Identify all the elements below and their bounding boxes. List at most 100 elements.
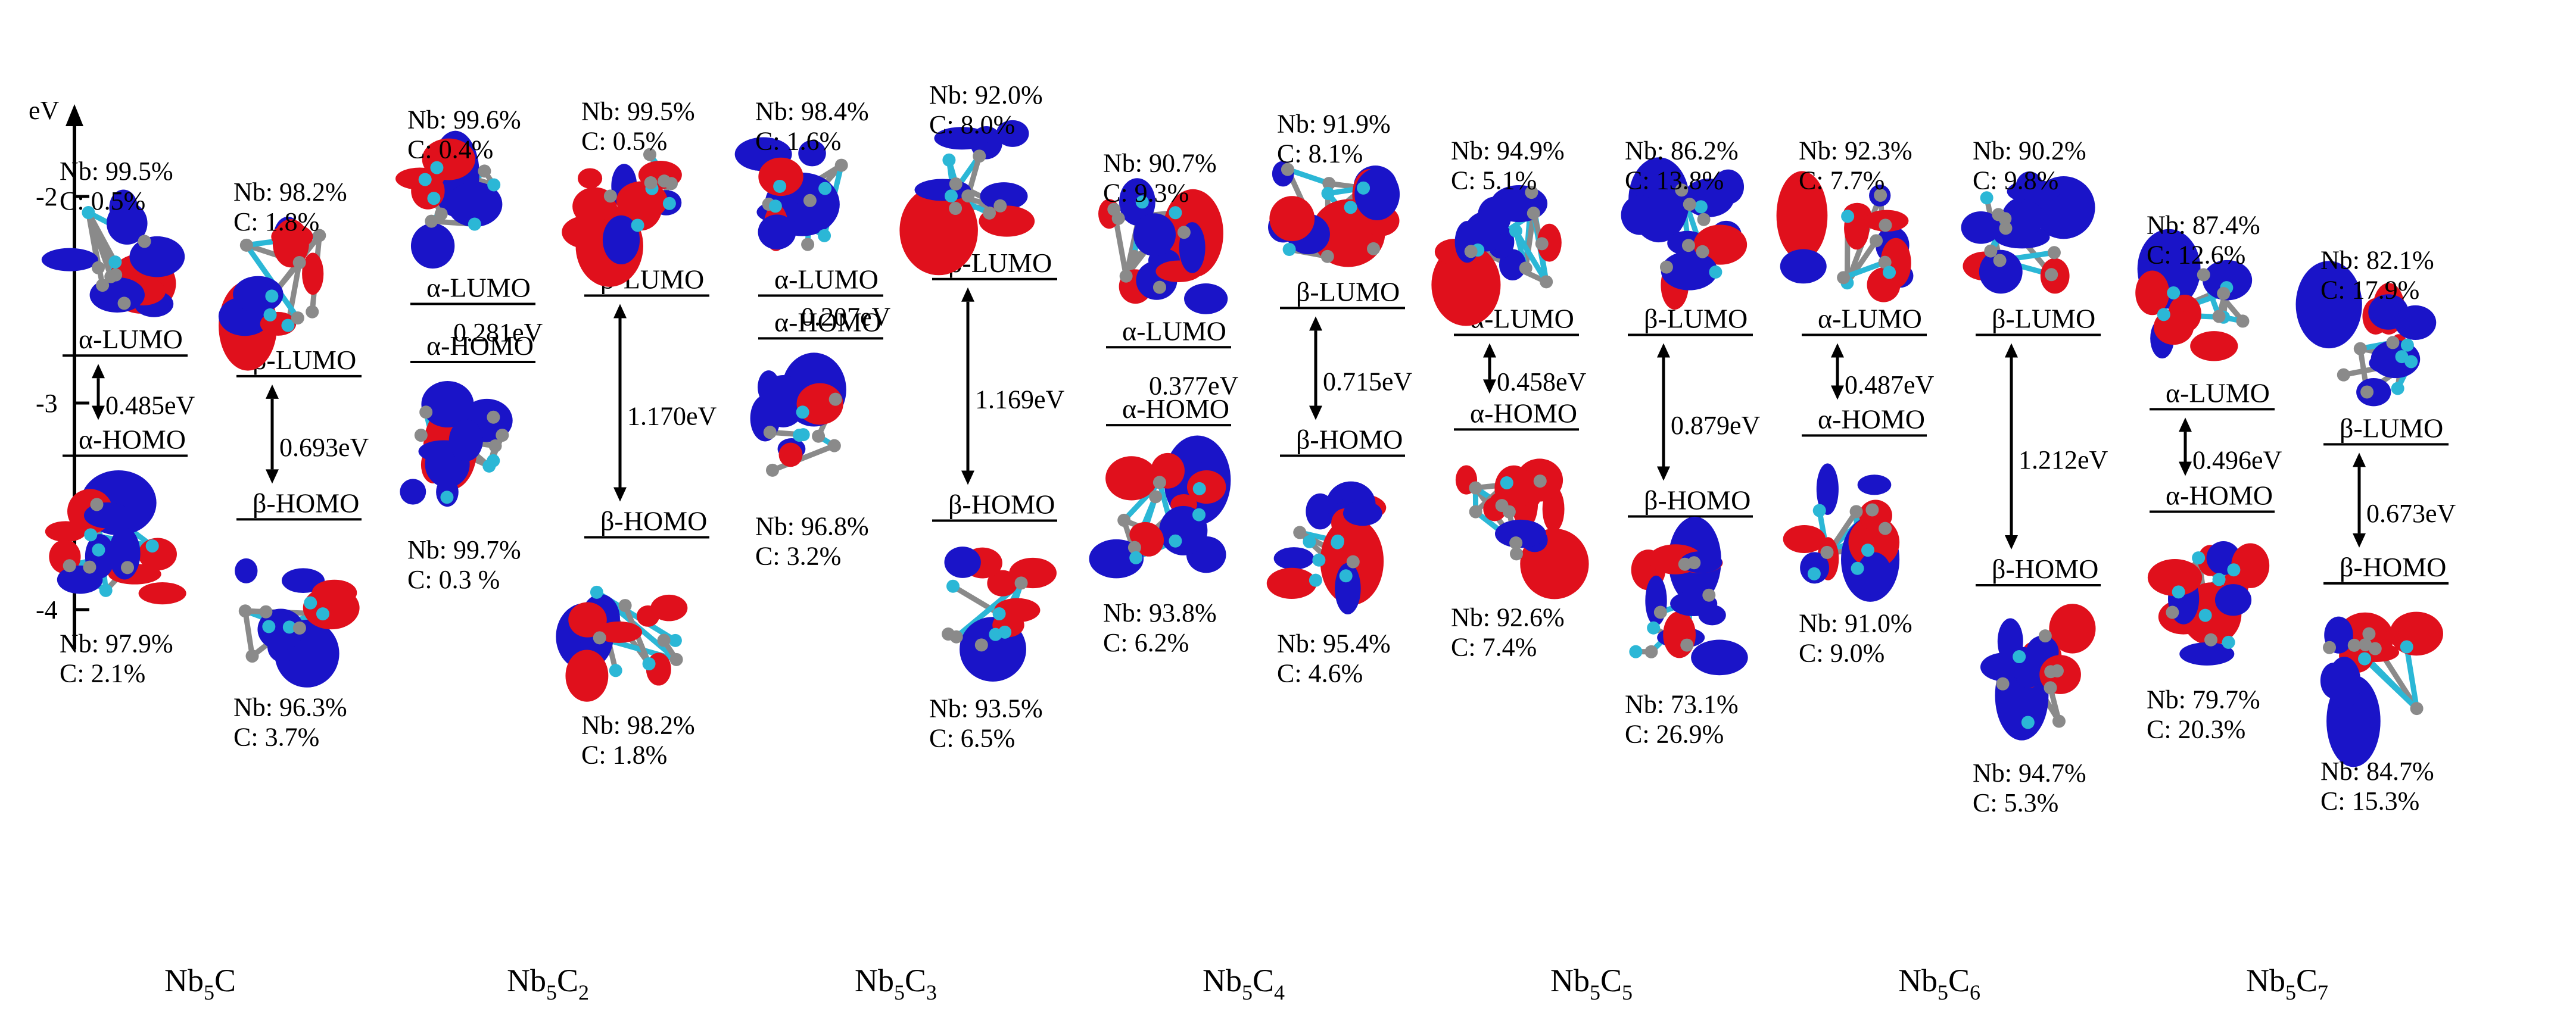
lumo-nb-percent: Nb: 99.5% bbox=[581, 97, 695, 126]
negative-lobe bbox=[2203, 260, 2253, 301]
atom bbox=[618, 599, 632, 613]
lumo-isosurface bbox=[1961, 171, 2095, 294]
arrowhead-down bbox=[1309, 405, 1322, 420]
negative-lobe bbox=[2295, 261, 2362, 349]
atom bbox=[1540, 275, 1553, 289]
bond bbox=[2404, 644, 2420, 711]
negative-lobe bbox=[400, 479, 426, 505]
orbital-column: β-LUMO β-HOMO 1.212eV Nb: 90.2%C: 9.8% Nb: 9… bbox=[1961, 136, 2108, 817]
atom bbox=[1322, 177, 1336, 191]
negative-lobe bbox=[944, 547, 981, 578]
positive-lobe bbox=[1105, 456, 1158, 501]
homo-isosurface bbox=[1455, 458, 1589, 600]
atom bbox=[2204, 633, 2218, 647]
atom bbox=[1281, 163, 1294, 176]
atom bbox=[488, 439, 502, 453]
atom bbox=[1644, 645, 1658, 658]
composition-label: Nb5C6 bbox=[1898, 963, 1980, 1004]
atom bbox=[2400, 640, 2413, 654]
negative-lobe bbox=[2007, 180, 2061, 204]
atom bbox=[1500, 476, 1513, 489]
negative-lobe bbox=[1342, 501, 1382, 526]
lumo-nb-percent: Nb: 92.0% bbox=[929, 80, 1043, 110]
atom bbox=[974, 638, 988, 652]
arrowhead-down bbox=[961, 470, 974, 485]
atom bbox=[1312, 553, 1326, 567]
arrowhead-down bbox=[2353, 533, 2366, 548]
atom bbox=[1849, 505, 1863, 519]
atom bbox=[2404, 355, 2418, 369]
atom bbox=[2172, 585, 2185, 599]
atom bbox=[1629, 645, 1643, 658]
bond bbox=[1523, 210, 1537, 271]
atom bbox=[644, 176, 658, 190]
positive-lobe bbox=[1186, 470, 1226, 504]
atom bbox=[82, 206, 95, 220]
atom bbox=[796, 405, 809, 419]
atom bbox=[1697, 213, 1711, 226]
homo-isosurface bbox=[235, 558, 360, 688]
negative-lobe bbox=[1133, 213, 1176, 257]
atom bbox=[478, 164, 491, 178]
homo-label: α-HOMO bbox=[79, 424, 186, 454]
atom bbox=[664, 177, 678, 191]
lumo-label: α-LUMO bbox=[79, 324, 183, 354]
homo-nb-percent: Nb: 97.9% bbox=[60, 629, 173, 658]
atom bbox=[1169, 534, 1182, 548]
atom bbox=[1303, 535, 1316, 548]
lumo-nb-percent: Nb: 82.1% bbox=[2320, 245, 2434, 274]
atom bbox=[1367, 242, 1381, 255]
negative-lobe bbox=[410, 223, 455, 269]
atom bbox=[1169, 206, 1182, 220]
homo-nb-percent: Nb: 79.7% bbox=[2147, 685, 2260, 714]
homo-nb-percent: Nb: 84.7% bbox=[2320, 757, 2434, 786]
positive-lobe bbox=[595, 621, 643, 644]
lumo-nb-percent: Nb: 90.7% bbox=[1103, 148, 1217, 177]
atom bbox=[121, 561, 135, 574]
atom bbox=[2212, 310, 2226, 323]
homo-nb-percent: Nb: 73.1% bbox=[1625, 690, 1739, 719]
lumo-isosurface bbox=[899, 120, 1035, 276]
axis-tick-label: -4 bbox=[36, 595, 58, 625]
homo-label: β-HOMO bbox=[600, 506, 707, 536]
atom bbox=[657, 633, 671, 647]
lumo-isosurface bbox=[562, 148, 682, 287]
homo-nb-percent: Nb: 96.3% bbox=[233, 692, 347, 722]
positive-lobe bbox=[138, 582, 186, 605]
atom bbox=[2400, 338, 2414, 352]
negative-lobe bbox=[2011, 201, 2045, 235]
homo-isosurface bbox=[1266, 481, 1387, 615]
lumo-nb-percent: Nb: 87.4% bbox=[2147, 210, 2260, 239]
atom bbox=[259, 605, 273, 619]
atom bbox=[1107, 202, 1121, 216]
homo-isosurface bbox=[1980, 604, 2096, 741]
atom bbox=[773, 179, 787, 193]
negative-lobe bbox=[1961, 211, 2001, 244]
atom bbox=[1509, 547, 1523, 561]
atom bbox=[418, 173, 432, 186]
negative-lobe bbox=[2356, 377, 2391, 407]
axis-tick-label: -2 bbox=[36, 182, 58, 211]
atom bbox=[2198, 608, 2212, 622]
orbital-column: α-LUMO α-HOMO 0.485eV Nb: 99.5%C: 0.5% Nb: 9… bbox=[41, 157, 195, 688]
atom bbox=[282, 620, 296, 634]
homo-c-percent: C: 6.2% bbox=[1103, 628, 1189, 657]
positive-lobe bbox=[1266, 567, 1317, 599]
lumo-isosurface bbox=[1268, 161, 1400, 267]
atom bbox=[803, 193, 817, 207]
homo-c-percent: C: 3.7% bbox=[233, 722, 319, 751]
negative-lobe bbox=[1184, 283, 1228, 314]
gap-value: 0.281eV bbox=[453, 318, 543, 347]
homo-c-percent: C: 26.9% bbox=[1625, 720, 1724, 749]
positive-lobe bbox=[568, 602, 607, 638]
gap-value: 0.693eV bbox=[279, 433, 369, 462]
homo-isosurface bbox=[2147, 541, 2270, 666]
atom bbox=[949, 630, 963, 644]
atom bbox=[96, 279, 110, 292]
positive-lobe bbox=[1133, 524, 1164, 557]
negative-lobe bbox=[1816, 463, 1839, 515]
homo-c-percent: C: 1.8% bbox=[581, 741, 667, 770]
homo-nb-percent: Nb: 98.2% bbox=[581, 711, 695, 740]
